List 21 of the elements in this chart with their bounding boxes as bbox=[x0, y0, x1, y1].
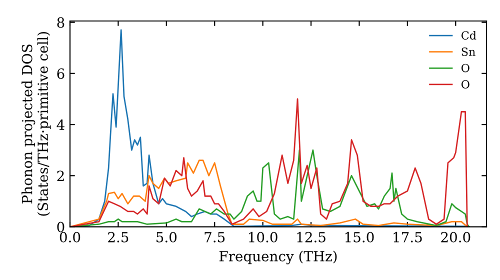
legend-label: Cd bbox=[462, 31, 476, 40]
x-tick-label: 17.5 bbox=[394, 232, 422, 242]
y-tick-label: 0 bbox=[57, 222, 64, 232]
x-tick-label: 10.0 bbox=[249, 232, 278, 242]
x-axis-title: Frequency (THz) bbox=[219, 250, 337, 264]
x-tick-label: 5.0 bbox=[156, 232, 177, 242]
x-tick-label: 15.0 bbox=[345, 232, 374, 242]
y-tick-label: 4 bbox=[56, 120, 64, 130]
legend-label: Sn bbox=[462, 48, 476, 56]
x-tick-label: 2.5 bbox=[108, 232, 128, 242]
y-tick-label: 2 bbox=[57, 170, 64, 181]
y-tick-label: 6 bbox=[57, 68, 64, 79]
x-tick-label: 0.0 bbox=[60, 232, 80, 242]
y-tick-label: 8 bbox=[57, 17, 64, 28]
y-axis-title: Phonon projected DOS (States/THz·primitive cell) bbox=[22, 32, 51, 216]
x-tick-label: 7.5 bbox=[204, 232, 225, 242]
line-series bbox=[70, 98, 468, 227]
legend-label: O bbox=[462, 64, 470, 72]
legend-label: O bbox=[462, 80, 470, 89]
x-tick-label: 20.0 bbox=[441, 232, 470, 242]
x-tick-label: 12.5 bbox=[297, 232, 326, 242]
